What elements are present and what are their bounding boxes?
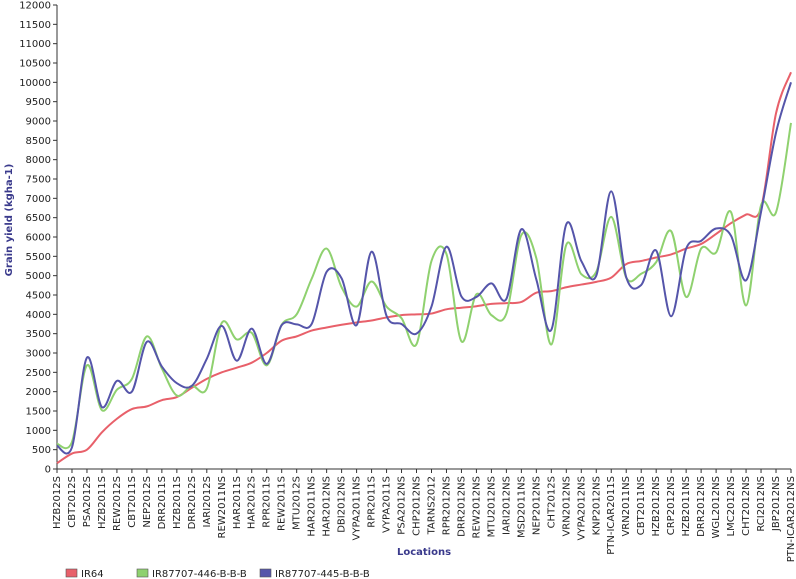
y-tick-label: 10000 <box>19 78 51 89</box>
y-tick-label: 12000 <box>19 1 51 12</box>
x-tick-label: IARI2012NS <box>501 476 512 535</box>
x-tick-label: HZB2011S <box>97 476 108 529</box>
y-tick-label: 8000 <box>26 155 51 166</box>
x-tick-label: REW2012NS <box>471 476 482 538</box>
y-tick-label: 3000 <box>26 349 51 360</box>
x-tick-label: PSA2012NS <box>397 476 408 535</box>
x-tick-label: DRR2011S <box>157 476 168 529</box>
x-tick-label: REW2012S <box>112 476 123 531</box>
legend-label-ir87707-445-b-b-b: IR87707-445-B-B-B <box>275 569 370 579</box>
y-tick-label: 9500 <box>26 97 51 108</box>
y-tick-label: 6500 <box>26 213 51 224</box>
x-tick-label: CRP2012NS <box>666 476 677 535</box>
x-tick-label: HZB2011NS <box>681 476 692 537</box>
y-tick-label: 11000 <box>19 39 51 50</box>
y-tick-label: 4500 <box>26 291 51 302</box>
x-tick-label: IARI2012S <box>202 476 213 527</box>
y-tick-label: 0 <box>45 465 51 476</box>
x-tick-label: LMC2012NS <box>726 476 737 536</box>
y-tick-label: 5000 <box>26 271 51 282</box>
x-tick-label: RPR2011S <box>367 476 378 528</box>
x-tick-label: JBP2012NS <box>771 476 782 532</box>
legend-swatch-ir87707-446-b-b-b <box>136 568 149 578</box>
x-tick-label: VYPA2012NS <box>576 476 587 540</box>
x-tick-label: REW2011NS <box>217 476 228 538</box>
series-layer <box>56 71 792 465</box>
x-tick-label: RPR2012NS <box>441 476 452 535</box>
legend: IR64 IR87707-446-B-B-B IR87707-445-B-B-B <box>65 568 370 579</box>
x-tick-label: MSD2011NS <box>516 476 527 538</box>
y-tick-label: 5500 <box>26 252 51 263</box>
y-tick-label: 7500 <box>26 175 51 186</box>
series-line-ir87707-446-b-b-b <box>56 122 792 450</box>
legend-label-ir87707-446-b-b-b: IR87707-446-B-B-B <box>152 569 247 579</box>
x-tick-label: HZB2012NS <box>651 476 662 537</box>
x-tick-label: WGL2012NS <box>711 476 722 539</box>
x-tick-label: HAR2012S <box>247 476 258 529</box>
x-tick-label: DRR2012NS <box>456 476 467 537</box>
y-tick-label: 1000 <box>26 426 51 437</box>
x-tick-label: NEP2012S <box>142 476 153 528</box>
x-tick-label: HZB2012S <box>52 476 63 529</box>
x-tick-label: PTN-ICAR2011S <box>606 476 617 555</box>
y-axis-title: Grain yield (kgha-1) <box>4 164 15 277</box>
x-tick-label: HAR2012NS <box>322 476 333 537</box>
x-tick-label: DBI2012NS <box>337 476 348 533</box>
legend-label-ir64: IR64 <box>81 569 104 579</box>
x-tick-label: PSA2012S <box>82 476 93 527</box>
x-tick-label: RCI2012NS <box>756 476 767 532</box>
x-tick-label: CHP2012NS <box>412 476 423 536</box>
x-tick-label: DRR2012NS <box>696 476 707 537</box>
x-tick-label: NEP2012NS <box>531 476 542 535</box>
y-tick-label: 11500 <box>19 20 51 31</box>
x-tick-label: MTU2012S <box>292 476 303 530</box>
x-tick-label: CBT2012S <box>67 476 78 528</box>
x-tick-label: KNP2012NS <box>591 476 602 535</box>
y-tick-label: 9000 <box>26 117 51 128</box>
x-tick-label: VRN2011NS <box>621 476 632 537</box>
x-tick-label: VYPA2011NS <box>352 476 363 540</box>
x-tick-label: HAR2011S <box>232 476 243 529</box>
x-tick-label: REW2011S <box>277 476 288 531</box>
x-tick-label: DRR2012S <box>187 476 198 529</box>
legend-swatch-ir87707-445-b-b-b <box>259 568 272 578</box>
x-tick-label: CBT2011NS <box>636 476 647 535</box>
x-tick-label: HAR2011NS <box>307 476 318 537</box>
y-tick-label: 7000 <box>26 194 51 205</box>
legend-swatch-ir64 <box>65 568 78 578</box>
y-tick-label: 3500 <box>26 329 51 340</box>
x-tick-label: HZB2011S <box>172 476 183 529</box>
x-tick-label: VRN2012NS <box>561 476 572 537</box>
x-tick-label: CHT2012NS <box>741 476 752 536</box>
y-tick-label: 500 <box>32 445 51 456</box>
y-tick-label: 2000 <box>26 387 51 398</box>
x-tick-label: MTU2012NS <box>486 476 497 537</box>
y-tick-label: 4000 <box>26 310 51 321</box>
x-axis: HZB2012S CBT2012S PSA2012S HZB2011S REW2012S… <box>52 468 796 562</box>
y-tick-label: 10500 <box>19 59 51 70</box>
y-axis: 0 500 1000 1500 2000 2500 3000 3500 4000 4500 5000… <box>19 1 58 476</box>
x-tick-label: CBT2011S <box>127 476 138 528</box>
x-tick-label: CHT2012S <box>546 476 557 528</box>
y-tick-label: 6000 <box>26 233 51 244</box>
x-tick-label: TARNS2012 <box>426 476 437 535</box>
y-tick-label: 2500 <box>26 368 51 379</box>
x-axis-title: Locations <box>397 547 451 558</box>
x-tick-label: PTN-ICAR2012NS <box>786 476 796 562</box>
y-tick-label: 1500 <box>26 407 51 418</box>
y-tick-label: 8500 <box>26 136 51 147</box>
x-tick-label: VYPA2011S <box>382 476 393 533</box>
series-line-ir87707-445-b-b-b <box>56 82 792 455</box>
x-tick-label: RPR2011S <box>262 476 273 528</box>
